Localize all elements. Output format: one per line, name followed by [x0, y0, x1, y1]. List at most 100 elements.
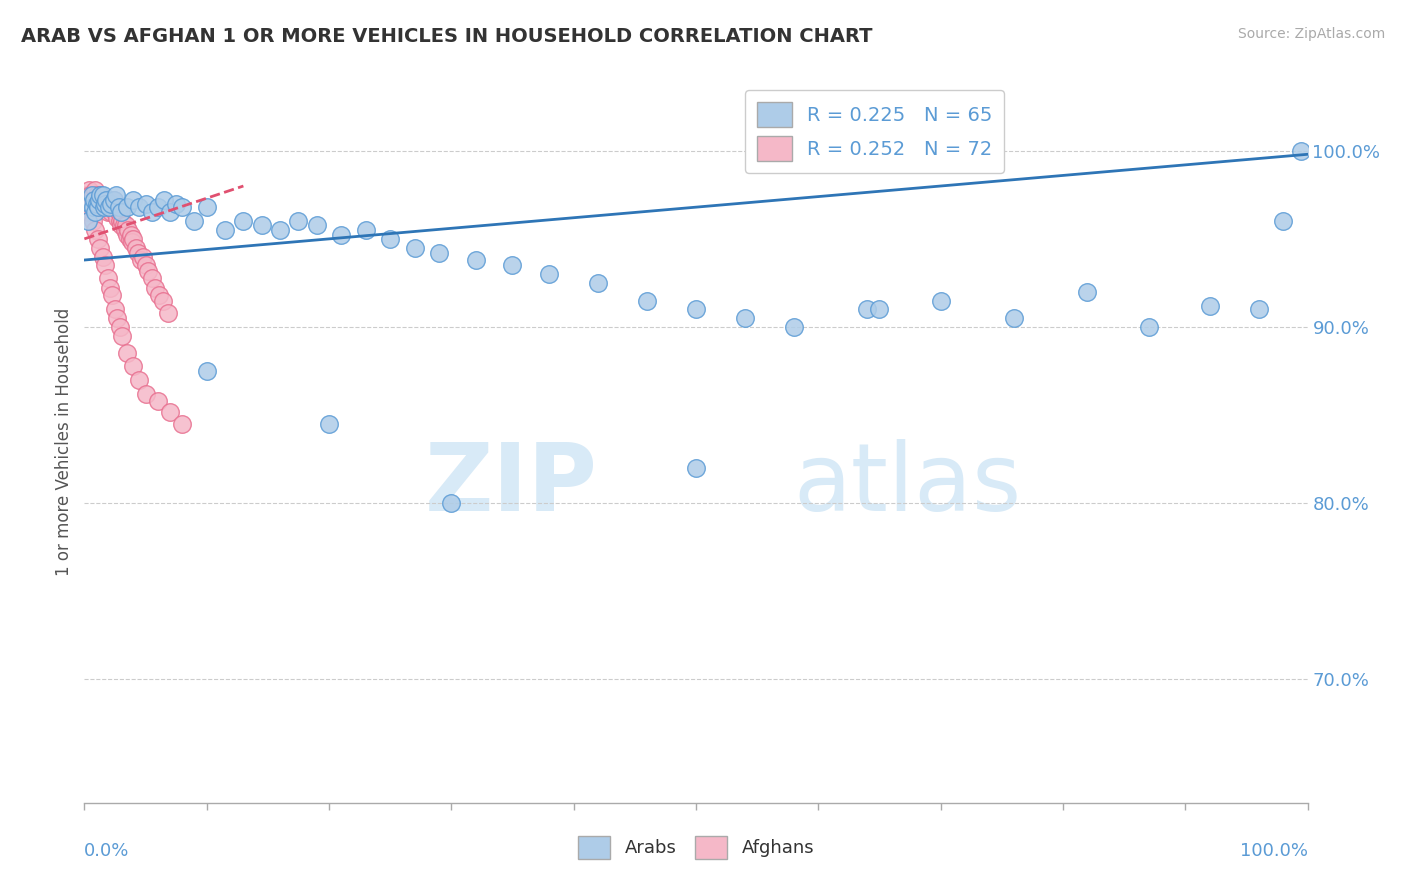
- Point: [93, 200, 115, 214]
- Point: [87, 193, 110, 207]
- Point: [1272, 214, 1295, 228]
- Point: [159, 205, 181, 219]
- Point: [929, 293, 952, 308]
- Point: [1291, 144, 1313, 158]
- Point: [122, 193, 145, 207]
- Point: [100, 205, 122, 219]
- Point: [110, 205, 132, 219]
- Point: [118, 232, 141, 246]
- Point: [121, 235, 143, 250]
- Point: [82, 187, 104, 202]
- Y-axis label: 1 or more Vehicles in Household: 1 or more Vehicles in Household: [55, 308, 73, 575]
- Point: [1247, 302, 1270, 317]
- Point: [87, 196, 110, 211]
- Point: [89, 241, 111, 255]
- Point: [287, 214, 309, 228]
- Point: [80, 187, 103, 202]
- Point: [111, 328, 134, 343]
- Point: [146, 200, 169, 214]
- Legend: Arabs, Afghans: Arabs, Afghans: [571, 829, 821, 866]
- Point: [141, 205, 163, 219]
- Point: [146, 394, 169, 409]
- Point: [93, 200, 115, 214]
- Text: Source: ZipAtlas.com: Source: ZipAtlas.com: [1237, 27, 1385, 41]
- Point: [132, 250, 155, 264]
- Point: [183, 214, 205, 228]
- Point: [404, 241, 426, 255]
- Point: [87, 193, 110, 207]
- Point: [380, 232, 402, 246]
- Text: ZIP: ZIP: [425, 439, 598, 531]
- Point: [232, 214, 254, 228]
- Point: [136, 263, 159, 277]
- Point: [129, 253, 152, 268]
- Point: [105, 211, 128, 225]
- Point: [100, 196, 122, 211]
- Point: [108, 214, 131, 228]
- Point: [97, 205, 120, 219]
- Point: [122, 232, 145, 246]
- Point: [269, 223, 291, 237]
- Point: [115, 218, 138, 232]
- Point: [86, 196, 108, 211]
- Point: [112, 218, 135, 232]
- Point: [104, 302, 127, 317]
- Point: [538, 267, 561, 281]
- Point: [153, 193, 176, 207]
- Text: 100.0%: 100.0%: [1240, 841, 1308, 860]
- Point: [115, 228, 138, 243]
- Point: [79, 200, 101, 214]
- Point: [103, 193, 125, 207]
- Point: [120, 228, 142, 243]
- Point: [96, 196, 118, 211]
- Point: [94, 193, 117, 207]
- Point: [783, 320, 806, 334]
- Point: [318, 417, 340, 431]
- Point: [76, 187, 98, 202]
- Point: [82, 214, 104, 228]
- Point: [214, 223, 236, 237]
- Point: [108, 320, 131, 334]
- Point: [77, 182, 100, 196]
- Point: [79, 196, 101, 211]
- Point: [96, 193, 118, 207]
- Point: [734, 311, 756, 326]
- Point: [141, 270, 163, 285]
- Point: [869, 302, 891, 317]
- Point: [115, 346, 138, 360]
- Point: [94, 258, 117, 272]
- Point: [86, 187, 108, 202]
- Point: [89, 187, 111, 202]
- Point: [90, 196, 112, 211]
- Point: [105, 200, 128, 214]
- Point: [115, 200, 138, 214]
- Point: [127, 246, 149, 260]
- Point: [148, 288, 170, 302]
- Point: [1076, 285, 1098, 299]
- Point: [195, 200, 218, 214]
- Point: [125, 241, 148, 255]
- Point: [94, 196, 117, 211]
- Point: [464, 253, 486, 268]
- Point: [77, 205, 100, 219]
- Point: [427, 246, 450, 260]
- Point: [101, 200, 124, 214]
- Point: [84, 182, 107, 196]
- Point: [128, 200, 150, 214]
- Point: [156, 306, 179, 320]
- Point: [105, 311, 128, 326]
- Point: [107, 205, 129, 219]
- Point: [250, 218, 273, 232]
- Point: [152, 293, 174, 308]
- Point: [114, 223, 136, 237]
- Point: [586, 276, 609, 290]
- Point: [107, 200, 129, 214]
- Point: [195, 364, 218, 378]
- Point: [103, 193, 125, 207]
- Point: [159, 404, 181, 418]
- Point: [83, 193, 105, 207]
- Point: [111, 214, 134, 228]
- Point: [80, 196, 103, 211]
- Point: [856, 302, 879, 317]
- Point: [110, 218, 132, 232]
